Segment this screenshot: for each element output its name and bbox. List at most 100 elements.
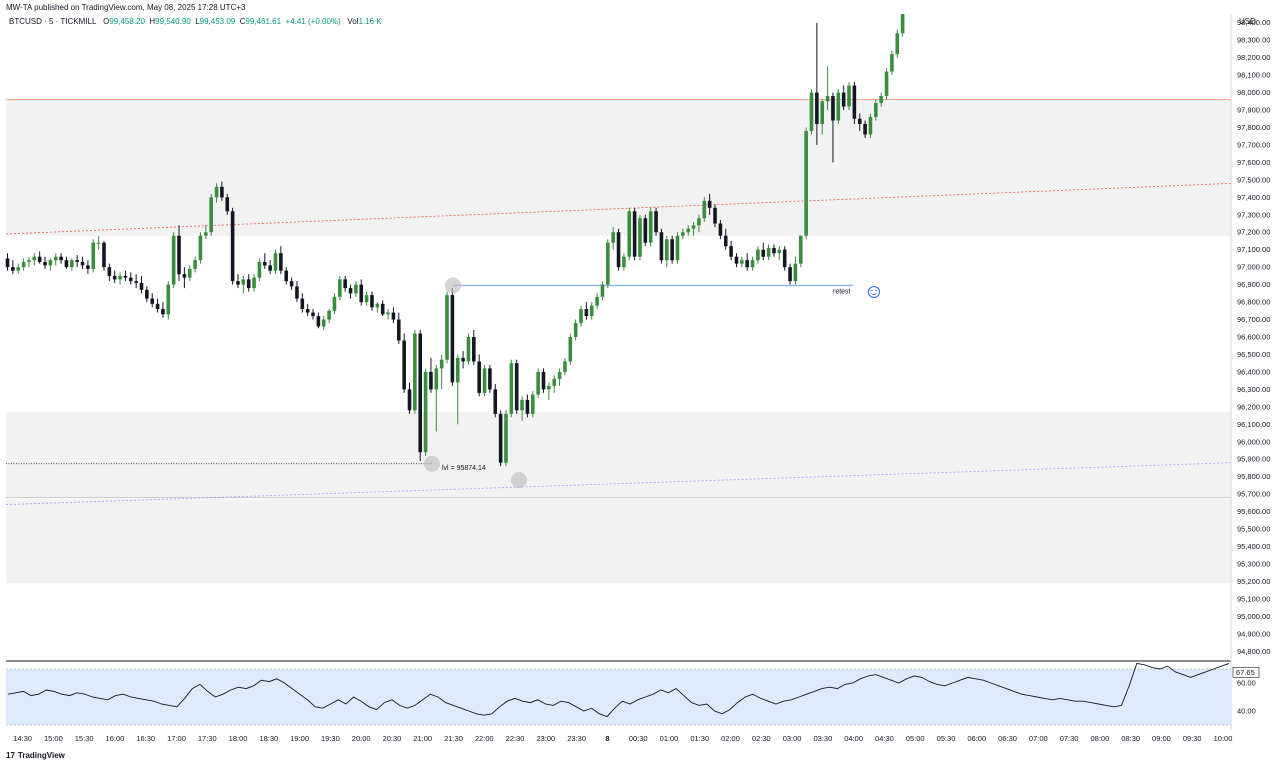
candle-body bbox=[80, 261, 85, 266]
candle-body bbox=[407, 389, 412, 411]
open-value: 99,458.20 bbox=[109, 17, 145, 26]
anchor-dot-2 bbox=[511, 472, 527, 489]
price-tick-label: 95,400.00 bbox=[1237, 542, 1270, 551]
candle bbox=[155, 298, 160, 313]
candle bbox=[611, 227, 615, 250]
price-tick-label: 98,400.00 bbox=[1237, 18, 1270, 27]
footer-brand[interactable]: 17 TradingView bbox=[6, 751, 65, 760]
candle bbox=[477, 354, 481, 397]
candle-body bbox=[48, 260, 53, 266]
candle-body bbox=[182, 274, 187, 278]
candle bbox=[445, 291, 449, 364]
candle bbox=[809, 89, 814, 135]
price-tick-label: 98,200.00 bbox=[1237, 53, 1270, 62]
candle bbox=[713, 204, 717, 228]
candle-body bbox=[616, 232, 621, 268]
candle-body bbox=[418, 333, 423, 453]
candle bbox=[750, 256, 755, 271]
time-tick-label: 20:30 bbox=[383, 734, 402, 743]
candle-body bbox=[686, 228, 691, 233]
candle-body bbox=[450, 295, 455, 383]
price-tick-label: 96,100.00 bbox=[1237, 420, 1270, 429]
candle bbox=[686, 225, 691, 236]
candle-body bbox=[520, 399, 524, 411]
candle bbox=[171, 232, 176, 289]
candle bbox=[884, 68, 889, 100]
symbol-label[interactable]: BTCUSD · 5 · TICKMILL bbox=[9, 17, 97, 26]
publish-note: MW-TA published on TradingView.com, May … bbox=[6, 3, 246, 12]
candle bbox=[300, 293, 305, 313]
candle bbox=[64, 256, 69, 269]
candle bbox=[187, 265, 192, 282]
candle-body bbox=[161, 309, 165, 315]
candle-body bbox=[815, 92, 819, 124]
candle bbox=[530, 391, 535, 418]
time-axis[interactable]: 14:30 15:00 15:30 16:00 16:30 17:00 17:30 18:00… bbox=[13, 734, 1232, 743]
candle-body bbox=[348, 288, 353, 294]
currency-label[interactable]: USD bbox=[1239, 17, 1256, 26]
candle-body bbox=[514, 363, 519, 411]
time-tick-label: 08:00 bbox=[1090, 734, 1109, 743]
candle-body bbox=[745, 260, 749, 268]
candle bbox=[702, 197, 707, 222]
smile-mouth bbox=[871, 293, 877, 296]
candle bbox=[139, 275, 144, 294]
price-tick-label: 97,100.00 bbox=[1237, 245, 1270, 254]
candle-body bbox=[482, 368, 487, 393]
candle-body bbox=[729, 246, 733, 257]
candle bbox=[75, 254, 79, 268]
candle bbox=[429, 357, 433, 393]
candle bbox=[900, 14, 905, 37]
candle-body bbox=[547, 385, 551, 390]
candle bbox=[407, 382, 412, 414]
candle-body bbox=[766, 247, 771, 257]
candle-body bbox=[305, 309, 310, 313]
candle-body bbox=[209, 197, 213, 233]
candle bbox=[568, 333, 573, 365]
candle-body bbox=[380, 303, 385, 315]
candle-body bbox=[204, 232, 208, 236]
candle bbox=[734, 253, 739, 268]
time-tick-label: 22:30 bbox=[506, 734, 525, 743]
level-annotation: lvl = 95874.14 bbox=[442, 465, 486, 472]
candle bbox=[841, 85, 846, 111]
candle bbox=[439, 354, 444, 390]
candle bbox=[514, 359, 519, 414]
candle-body bbox=[155, 303, 160, 310]
time-tick-label: 05:00 bbox=[906, 734, 925, 743]
candle-body bbox=[659, 232, 664, 261]
candle-body bbox=[370, 295, 374, 308]
candle-body bbox=[584, 309, 589, 317]
price-tick-label: 97,300.00 bbox=[1237, 210, 1270, 219]
candle bbox=[600, 281, 605, 301]
candle-body bbox=[697, 218, 701, 226]
candle bbox=[552, 375, 557, 393]
candle-body bbox=[257, 261, 262, 278]
time-tick-label: 09:00 bbox=[1152, 734, 1171, 743]
candle bbox=[745, 253, 749, 271]
candle-body bbox=[890, 54, 894, 72]
time-tick-label: 22:00 bbox=[475, 734, 494, 743]
candle-body bbox=[541, 371, 546, 390]
zone-0 bbox=[6, 99, 1231, 236]
candle-body bbox=[96, 242, 101, 244]
candle-body bbox=[536, 371, 540, 395]
price-tick-label: 95,100.00 bbox=[1237, 594, 1270, 603]
candle bbox=[273, 249, 278, 275]
candle bbox=[525, 394, 530, 418]
time-tick-label: 10:00 bbox=[1214, 734, 1233, 743]
candle-body bbox=[654, 211, 658, 233]
time-tick-label: 06:30 bbox=[998, 734, 1017, 743]
price-axis[interactable]: 94,800.00 94,900.00 95,000.00 95,100.00 95,2… bbox=[1237, 18, 1270, 656]
candle-body bbox=[171, 235, 176, 285]
time-tick-label: 16:00 bbox=[106, 734, 125, 743]
candle-body bbox=[632, 211, 637, 257]
candle-body bbox=[107, 267, 112, 276]
candle bbox=[70, 258, 74, 271]
candle bbox=[825, 66, 830, 111]
candle bbox=[675, 232, 680, 264]
time-tick-label: 09:30 bbox=[1183, 734, 1202, 743]
time-tick-label: 20:00 bbox=[352, 734, 371, 743]
candle bbox=[627, 207, 632, 261]
